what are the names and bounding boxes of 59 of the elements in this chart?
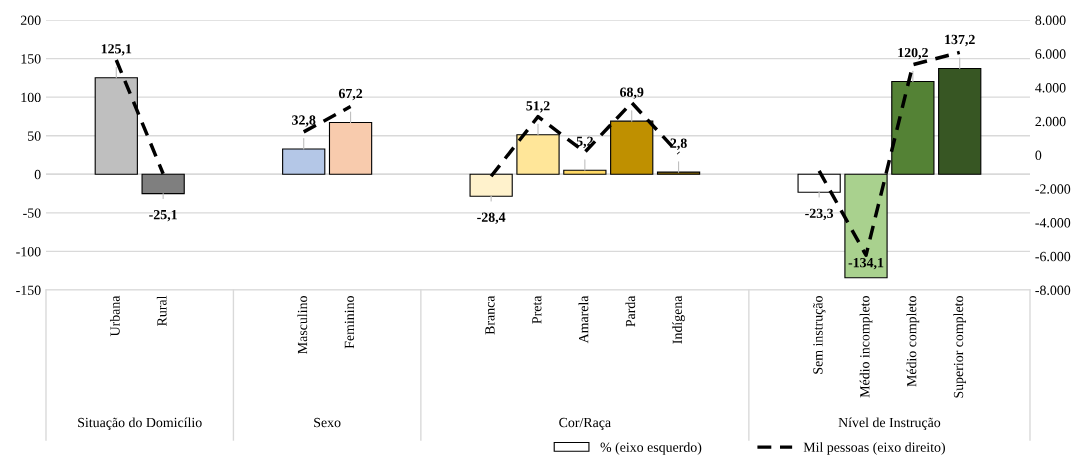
y2-tick-label: 6.000 <box>1035 49 1066 59</box>
bar <box>282 148 326 175</box>
bar <box>938 67 982 175</box>
data-label: 2,8 <box>670 138 687 150</box>
x-tick-label: Branca <box>485 295 495 335</box>
data-label: -134,1 <box>848 257 884 270</box>
x-tick-label: Superior completo <box>953 296 967 398</box>
x-tick-label: Médio completo <box>906 296 920 387</box>
bar <box>610 120 654 175</box>
data-label: 120,2 <box>898 47 928 60</box>
text: Cor/Raça <box>559 417 611 430</box>
y2-tick-label: 4.000 <box>1035 83 1066 93</box>
legend-label: Mil pessoas (eixo direito) <box>803 442 945 455</box>
y2-tick-label: 0 <box>1035 150 1042 160</box>
bar <box>797 173 841 193</box>
x-tick-label: Feminino <box>344 296 355 349</box>
legend-label: % (eixo esquerdo) <box>600 442 702 455</box>
y2-tick-label: -2.000 <box>1035 184 1071 194</box>
x-tick-label: Parda <box>625 295 636 327</box>
y-tick-label: -150 <box>16 285 41 295</box>
y2-tick-label: -6.000 <box>1035 251 1071 262</box>
x-tick-label: Preta <box>532 295 542 324</box>
y-tick-label: 200 <box>20 15 41 25</box>
data-label: -23,3 <box>805 208 834 220</box>
y2-tick-label: -4.000 <box>1035 218 1071 228</box>
text: Sexo <box>314 417 341 428</box>
x-tick-label: Indígena <box>672 295 685 344</box>
data-label: 68,9 <box>620 87 644 99</box>
bar <box>141 173 185 195</box>
text: Situação do Domicílio <box>78 417 202 430</box>
data-label: -25,1 <box>149 210 177 222</box>
data-label: 137,2 <box>945 34 975 47</box>
data-label: 125,1 <box>101 44 132 56</box>
y2-tick-label: 2.000 <box>1035 116 1066 127</box>
y2-tick-label: -8.000 <box>1035 285 1071 296</box>
y-tick-label: 50 <box>28 131 41 141</box>
bar <box>563 169 607 175</box>
data-label: 32,8 <box>292 115 316 127</box>
x-tick-label: Médio incompleto <box>859 296 873 398</box>
bar <box>656 171 701 175</box>
data-label: 67,2 <box>338 88 363 101</box>
data-label: -28,4 <box>477 212 506 224</box>
y-tick-label: -100 <box>16 247 41 257</box>
data-label: 51,2 <box>526 101 550 113</box>
x-tick-label: Rural <box>156 295 167 327</box>
text: Nível de Instrução <box>838 417 941 430</box>
y-tick-label: 100 <box>21 92 41 103</box>
x-tick-label: Amarela <box>578 295 589 344</box>
x-tick-label: Sem instrução <box>813 296 826 374</box>
bar <box>516 134 560 175</box>
y-tick-label: 0 <box>34 169 41 180</box>
x-tick-label: Urbana <box>109 295 120 337</box>
bar <box>891 81 935 175</box>
x-tick-label: Masculino <box>297 296 308 354</box>
y-tick-label: 150 <box>21 54 41 64</box>
bar <box>328 121 373 175</box>
bar <box>469 173 513 197</box>
y-tick-label: -50 <box>23 208 41 218</box>
y2-tick-label: 8.000 <box>1035 15 1066 26</box>
